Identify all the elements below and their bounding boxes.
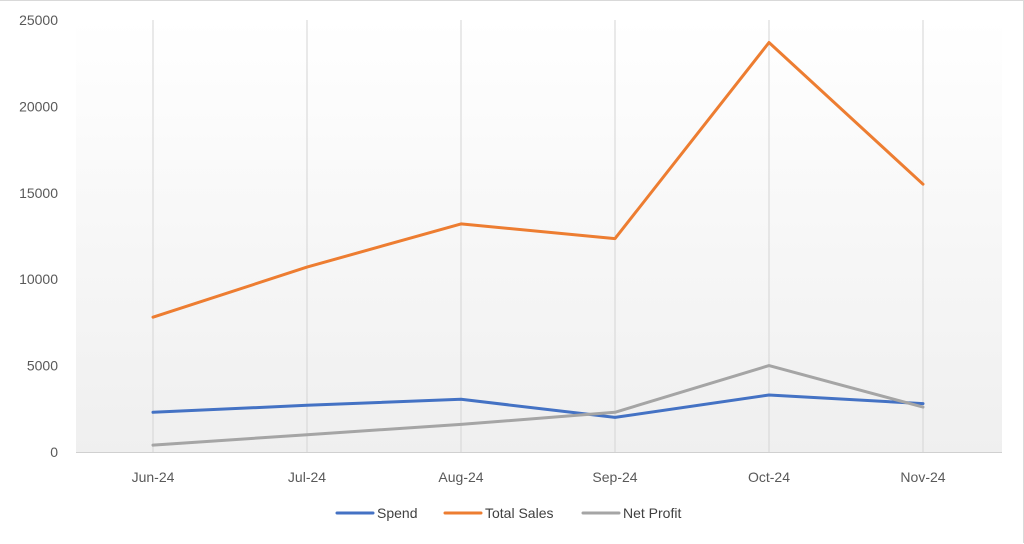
y-tick-label: 0	[50, 444, 58, 460]
series-line-spend	[151, 393, 925, 419]
x-tick-label: Jun-24	[132, 469, 175, 485]
x-axis-ticks: Jun-24 Jul-24 Aug-24 Sep-24 Oct-24 Nov-24	[132, 469, 946, 485]
y-tick-label: 20000	[19, 98, 58, 114]
y-axis-ticks: 0 5000 10000 15000 20000 25000	[19, 12, 58, 460]
series-line-total-sales	[151, 41, 925, 319]
x-tick-label: Jul-24	[288, 469, 326, 485]
x-tick-label: Nov-24	[900, 469, 945, 485]
x-tick-label: Aug-24	[438, 469, 483, 485]
legend-item-spend: Spend	[335, 505, 417, 521]
legend-label: Spend	[377, 505, 417, 521]
legend-label: Total Sales	[485, 505, 553, 521]
y-tick-label: 15000	[19, 185, 58, 201]
gridlines	[152, 20, 924, 452]
legend: Spend Total Sales Net Profit	[335, 505, 681, 521]
y-tick-label: 5000	[27, 358, 58, 374]
y-tick-label: 10000	[19, 271, 58, 287]
y-tick-label: 25000	[19, 12, 58, 28]
legend-label: Net Profit	[623, 505, 681, 521]
series-layer	[151, 41, 925, 447]
legend-item-total-sales: Total Sales	[443, 505, 553, 521]
x-tick-label: Sep-24	[592, 469, 637, 485]
plot-area	[76, 19, 1002, 453]
x-tick-label: Oct-24	[748, 469, 790, 485]
legend-item-net-profit: Net Profit	[581, 505, 681, 521]
series-line-net-profit	[151, 364, 925, 447]
